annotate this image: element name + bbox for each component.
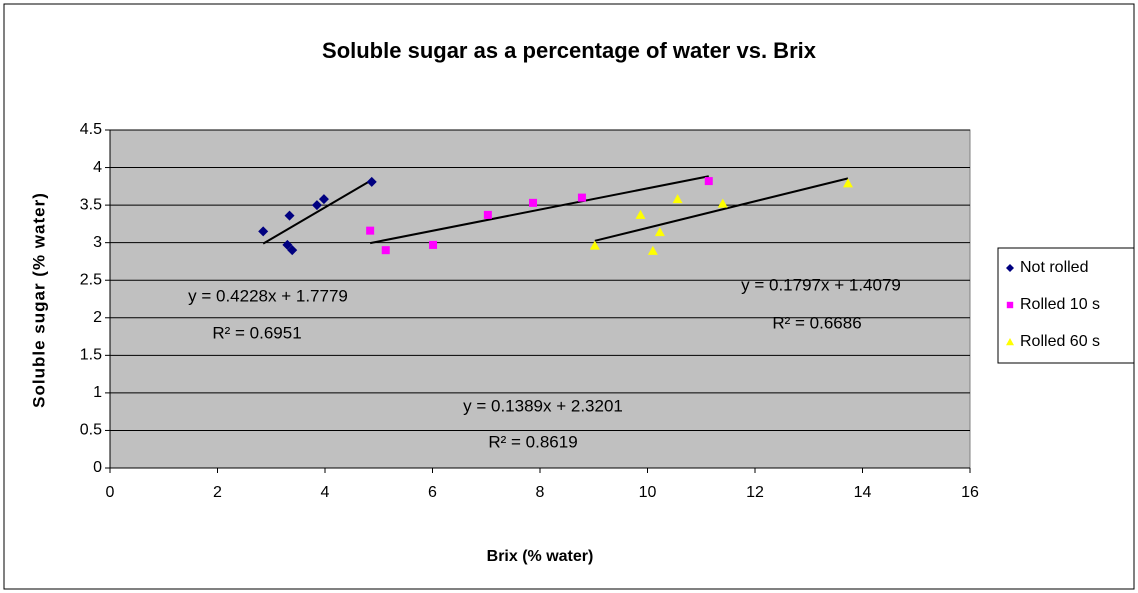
marker	[842, 178, 853, 188]
legend-label: Rolled 60 s	[1020, 333, 1100, 350]
x-tick-label: 14	[854, 484, 872, 501]
marker	[654, 227, 665, 237]
x-tick-label: 6	[428, 484, 437, 501]
trendline-r2: R² = 0.6686	[772, 313, 861, 332]
marker	[258, 226, 269, 237]
trendline-r2: R² = 0.8619	[488, 432, 577, 451]
legend-box	[997, 247, 1135, 364]
marker	[1006, 338, 1014, 346]
trendline	[262, 179, 373, 245]
trendline-equation: y = 0.4228x + 1.7779	[188, 286, 348, 305]
x-tick-label: 16	[961, 484, 979, 501]
x-tick-label: 8	[536, 484, 545, 501]
marker	[366, 176, 377, 187]
x-tick-label: 12	[746, 484, 764, 501]
y-tick-label: 1	[93, 384, 102, 401]
marker	[717, 198, 728, 208]
marker	[577, 193, 586, 202]
y-tick-label: 3.5	[80, 196, 102, 213]
marker	[1006, 301, 1014, 309]
y-tick-label: 1.5	[80, 347, 102, 364]
y-tick-label: 4	[93, 159, 102, 176]
marker	[282, 239, 293, 250]
y-axis-label: Soluble sugar (% water)	[29, 192, 48, 408]
marker	[284, 210, 295, 221]
legend-label: Not rolled	[1020, 259, 1088, 276]
x-tick-label: 10	[639, 484, 657, 501]
y-tick-label: 2	[93, 309, 102, 326]
marker	[635, 209, 646, 219]
marker	[704, 177, 713, 186]
y-tick-label: 2.5	[80, 271, 102, 288]
marker	[429, 240, 438, 249]
marker	[381, 246, 390, 255]
marker	[318, 194, 329, 205]
plot-area	[109, 129, 971, 469]
chart-title: Soluble sugar as a percentage of water v…	[322, 38, 817, 63]
marker	[672, 194, 683, 204]
y-tick-label: 4.5	[80, 121, 102, 138]
x-axis-label: Brix (% water)	[487, 548, 594, 565]
marker	[287, 245, 298, 256]
x-tick-label: 0	[106, 484, 115, 501]
marker	[589, 240, 600, 250]
trendline	[594, 177, 849, 242]
trendline-equation: y = 0.1389x + 2.3201	[463, 396, 623, 415]
trendline-r2: R² = 0.6951	[212, 323, 301, 342]
x-tick-label: 2	[213, 484, 222, 501]
legend-label: Rolled 10 s	[1020, 296, 1100, 313]
marker	[483, 210, 492, 219]
y-tick-label: 0.5	[80, 422, 102, 439]
marker	[1006, 264, 1014, 272]
trendline-equation: y = 0.1797x + 1.4079	[741, 275, 901, 294]
marker	[529, 198, 538, 207]
marker	[647, 245, 658, 255]
y-tick-label: 0	[93, 459, 102, 476]
x-tick-label: 4	[321, 484, 330, 501]
trendline	[369, 175, 709, 245]
y-tick-label: 3	[93, 234, 102, 251]
marker	[311, 200, 322, 211]
marker	[366, 226, 375, 235]
